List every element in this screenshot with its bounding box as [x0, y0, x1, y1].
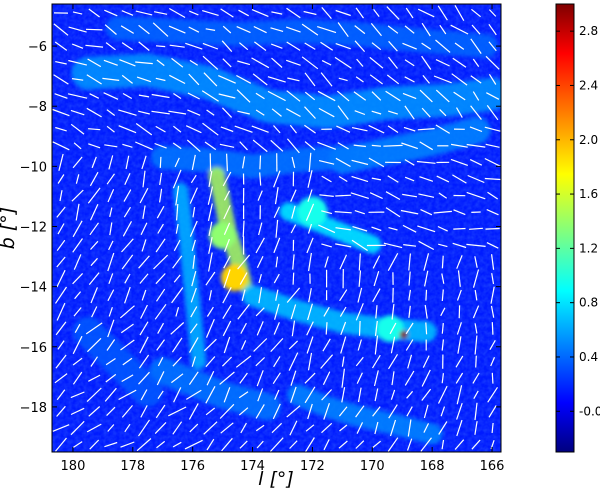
- emission-filament-4: [163, 157, 343, 166]
- polarization-vector: [426, 323, 427, 335]
- polarization-vector: [243, 221, 244, 237]
- polarization-vector: [442, 256, 443, 269]
- polarization-vector: [293, 273, 294, 285]
- emission-clump-15: [377, 315, 404, 342]
- polarization-vector: [476, 356, 477, 368]
- polarization-vector: [260, 156, 261, 170]
- polarization-vector: [486, 229, 500, 230]
- y-tick-label: −6: [28, 40, 47, 55]
- x-tick-label: 180: [61, 459, 86, 474]
- polarization-vector: [372, 145, 381, 146]
- point-source: [400, 331, 408, 339]
- emission-clump-13: [209, 222, 236, 249]
- x-tick-label: 168: [420, 459, 445, 474]
- y-tick-label: −8: [28, 100, 47, 115]
- x-tick-label: 170: [360, 459, 385, 474]
- colorbar-tick-label: -0.0: [579, 404, 600, 418]
- colorbar-tick-label: 2.0: [579, 133, 598, 147]
- colorbar-tick-label: 2.8: [579, 24, 598, 38]
- y-tick-label: −10: [20, 160, 47, 175]
- x-tick-label: 176: [180, 459, 205, 474]
- polarization-vector: [360, 321, 361, 336]
- polarization-vector: [492, 322, 493, 335]
- polarization-vector: [326, 322, 327, 334]
- y-tick-label: −16: [20, 341, 47, 356]
- colorbar-tick-label: 0.8: [579, 296, 598, 310]
- polarization-vector: [426, 290, 427, 301]
- colorbar-tick-label: 1.2: [579, 241, 598, 255]
- colorbar: [556, 4, 574, 452]
- x-tick-label: 172: [300, 459, 325, 474]
- colorbar-tick-label: 0.4: [579, 350, 598, 364]
- polarization-vector: [383, 145, 402, 146]
- y-tick-label: −12: [20, 220, 47, 235]
- polarization-vector: [335, 195, 351, 196]
- polarization-vector: [156, 46, 165, 47]
- colorbar-tick-label: 1.6: [579, 187, 598, 201]
- polarization-vector: [86, 29, 102, 30]
- polarization-vector: [227, 154, 228, 171]
- y-axis-label: b [°]: [0, 207, 19, 249]
- polarization-vector: [492, 373, 493, 384]
- x-tick-label: 178: [120, 459, 145, 474]
- x-tick-label: 166: [480, 459, 505, 474]
- y-tick-label: −14: [20, 281, 47, 296]
- x-axis-label: l [°]: [258, 468, 294, 490]
- polarization-vector: [453, 229, 465, 230]
- polarization-vector: [160, 157, 161, 168]
- y-tick-label: −18: [20, 401, 47, 416]
- colorbar-tick-label: 2.4: [579, 78, 598, 92]
